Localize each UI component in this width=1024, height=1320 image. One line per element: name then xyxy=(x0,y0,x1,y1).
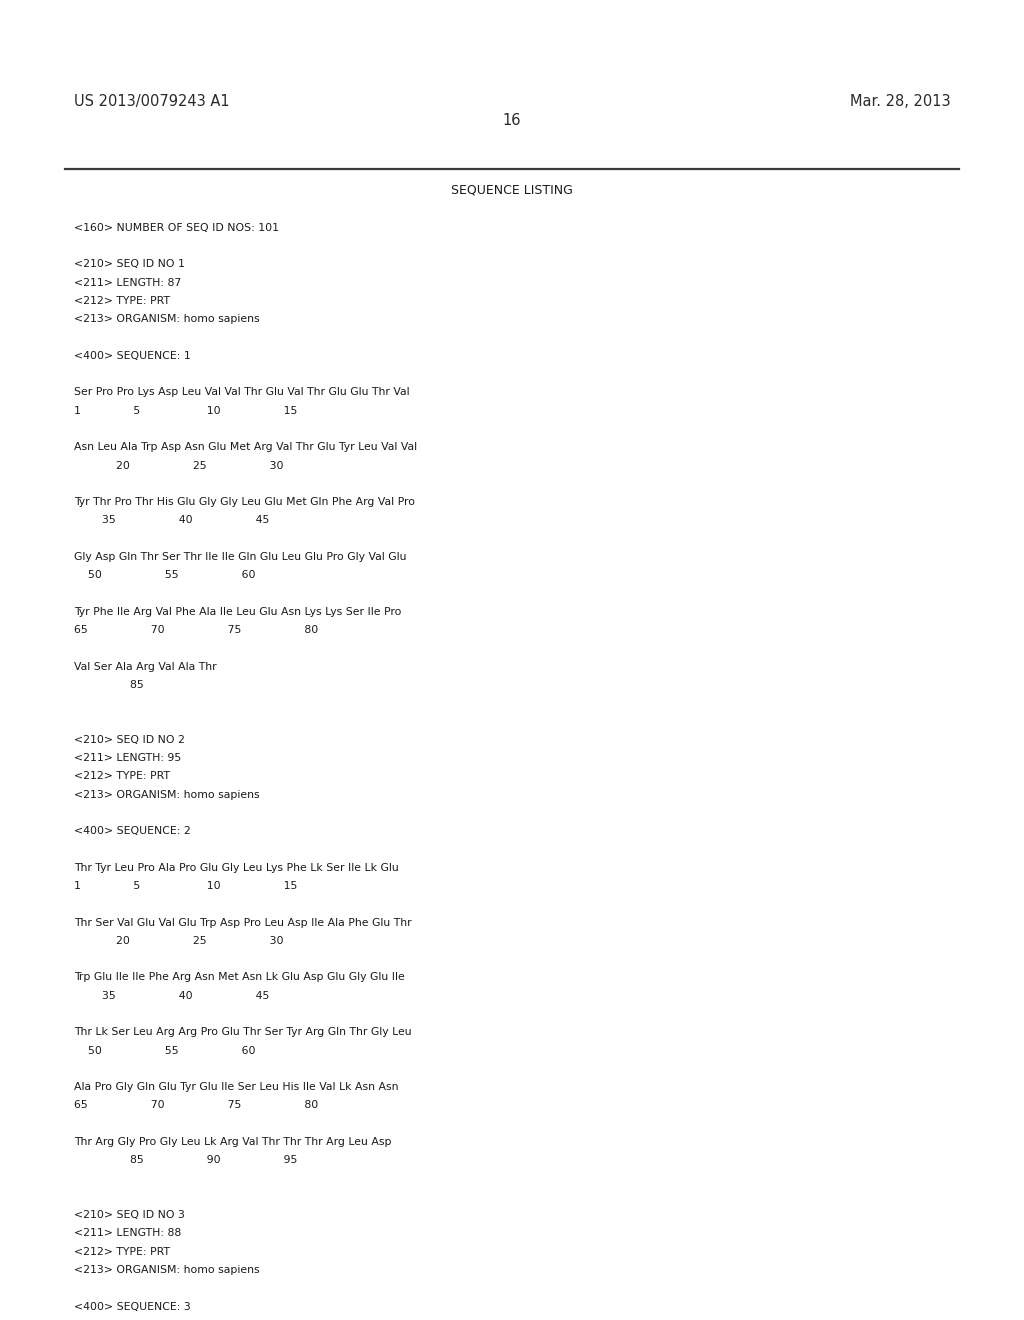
Text: 85: 85 xyxy=(74,680,143,690)
Text: <212> TYPE: PRT: <212> TYPE: PRT xyxy=(74,296,170,306)
Text: 20                  25                  30: 20 25 30 xyxy=(74,936,284,946)
Text: <400> SEQUENCE: 3: <400> SEQUENCE: 3 xyxy=(74,1302,190,1312)
Text: 16: 16 xyxy=(503,114,521,128)
Text: Val Ser Ala Arg Val Ala Thr: Val Ser Ala Arg Val Ala Thr xyxy=(74,661,216,672)
Text: 65                  70                  75                  80: 65 70 75 80 xyxy=(74,1101,318,1110)
Text: 50                  55                  60: 50 55 60 xyxy=(74,570,255,581)
Text: <211> LENGTH: 87: <211> LENGTH: 87 xyxy=(74,277,181,288)
Text: <213> ORGANISM: homo sapiens: <213> ORGANISM: homo sapiens xyxy=(74,314,259,325)
Text: Thr Ser Val Glu Val Glu Trp Asp Pro Leu Asp Ile Ala Phe Glu Thr: Thr Ser Val Glu Val Glu Trp Asp Pro Leu … xyxy=(74,917,412,928)
Text: 1               5                   10                  15: 1 5 10 15 xyxy=(74,880,297,891)
Text: Thr Tyr Leu Pro Ala Pro Glu Gly Leu Lys Phe Lk Ser Ile Lk Glu: Thr Tyr Leu Pro Ala Pro Glu Gly Leu Lys … xyxy=(74,863,398,873)
Text: Ala Pro Gly Gln Glu Tyr Glu Ile Ser Leu His Ile Val Lk Asn Asn: Ala Pro Gly Gln Glu Tyr Glu Ile Ser Leu … xyxy=(74,1082,398,1092)
Text: Tyr Thr Pro Thr His Glu Gly Gly Leu Glu Met Gln Phe Arg Val Pro: Tyr Thr Pro Thr His Glu Gly Gly Leu Glu … xyxy=(74,498,415,507)
Text: 85                  90                  95: 85 90 95 xyxy=(74,1155,297,1166)
Text: <160> NUMBER OF SEQ ID NOS: 101: <160> NUMBER OF SEQ ID NOS: 101 xyxy=(74,223,279,232)
Text: SEQUENCE LISTING: SEQUENCE LISTING xyxy=(451,183,573,197)
Text: <213> ORGANISM: homo sapiens: <213> ORGANISM: homo sapiens xyxy=(74,1265,259,1275)
Text: 65                  70                  75                  80: 65 70 75 80 xyxy=(74,626,318,635)
Text: 1               5                   10                  15: 1 5 10 15 xyxy=(74,405,297,416)
Text: <211> LENGTH: 88: <211> LENGTH: 88 xyxy=(74,1229,181,1238)
Text: <400> SEQUENCE: 2: <400> SEQUENCE: 2 xyxy=(74,826,190,836)
Text: 50                  55                  60: 50 55 60 xyxy=(74,1045,255,1056)
Text: 35                  40                  45: 35 40 45 xyxy=(74,515,269,525)
Text: <210> SEQ ID NO 3: <210> SEQ ID NO 3 xyxy=(74,1210,184,1220)
Text: Gly Asp Gln Thr Ser Thr Ile Ile Gln Glu Leu Glu Pro Gly Val Glu: Gly Asp Gln Thr Ser Thr Ile Ile Gln Glu … xyxy=(74,552,407,562)
Text: US 2013/0079243 A1: US 2013/0079243 A1 xyxy=(74,94,229,108)
Text: 35                  40                  45: 35 40 45 xyxy=(74,991,269,1001)
Text: Ser Pro Pro Lys Asp Leu Val Val Thr Glu Val Thr Glu Glu Thr Val: Ser Pro Pro Lys Asp Leu Val Val Thr Glu … xyxy=(74,388,410,397)
Text: <213> ORGANISM: homo sapiens: <213> ORGANISM: homo sapiens xyxy=(74,789,259,800)
Text: Asn Leu Ala Trp Asp Asn Glu Met Arg Val Thr Glu Tyr Leu Val Val: Asn Leu Ala Trp Asp Asn Glu Met Arg Val … xyxy=(74,442,417,453)
Text: <210> SEQ ID NO 2: <210> SEQ ID NO 2 xyxy=(74,735,184,744)
Text: <210> SEQ ID NO 1: <210> SEQ ID NO 1 xyxy=(74,260,184,269)
Text: Thr Lk Ser Leu Arg Arg Pro Glu Thr Ser Tyr Arg Gln Thr Gly Leu: Thr Lk Ser Leu Arg Arg Pro Glu Thr Ser T… xyxy=(74,1027,412,1038)
Text: Thr Arg Gly Pro Gly Leu Lk Arg Val Thr Thr Thr Arg Leu Asp: Thr Arg Gly Pro Gly Leu Lk Arg Val Thr T… xyxy=(74,1137,391,1147)
Text: Mar. 28, 2013: Mar. 28, 2013 xyxy=(850,94,950,108)
Text: 20                  25                  30: 20 25 30 xyxy=(74,461,284,470)
Text: <400> SEQUENCE: 1: <400> SEQUENCE: 1 xyxy=(74,351,190,360)
Text: Tyr Phe Ile Arg Val Phe Ala Ile Leu Glu Asn Lys Lys Ser Ile Pro: Tyr Phe Ile Arg Val Phe Ala Ile Leu Glu … xyxy=(74,607,401,616)
Text: <212> TYPE: PRT: <212> TYPE: PRT xyxy=(74,1246,170,1257)
Text: Trp Glu Ile Ile Phe Arg Asn Met Asn Lk Glu Asp Glu Gly Glu Ile: Trp Glu Ile Ile Phe Arg Asn Met Asn Lk G… xyxy=(74,973,404,982)
Text: <212> TYPE: PRT: <212> TYPE: PRT xyxy=(74,771,170,781)
Text: <211> LENGTH: 95: <211> LENGTH: 95 xyxy=(74,752,181,763)
